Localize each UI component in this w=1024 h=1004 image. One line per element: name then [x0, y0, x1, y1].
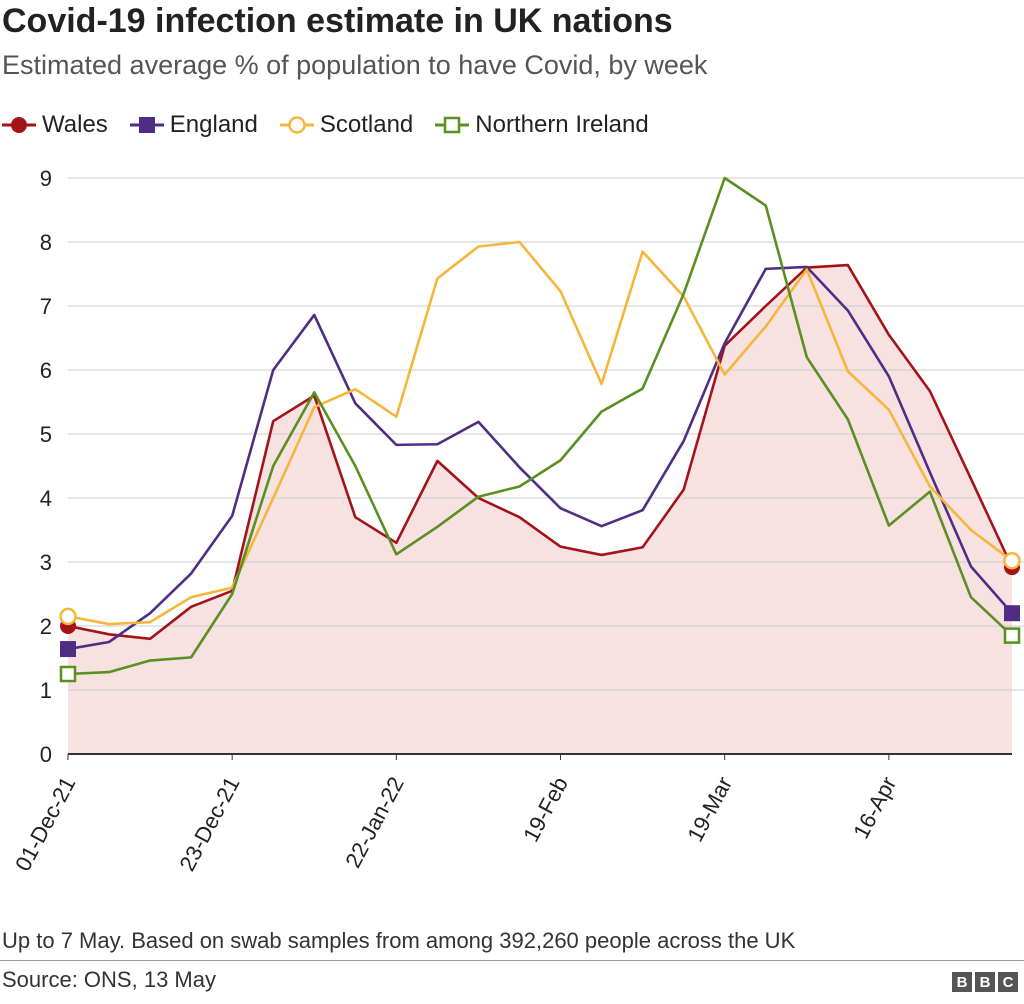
chart-legend: Wales England Scotland Northern Ireland [2, 110, 671, 140]
bbc-logo: B B C [949, 972, 1018, 992]
y-tick-label: 1 [40, 678, 52, 703]
series-line-wales [67, 263, 1014, 641]
marker-northern-ireland [1003, 627, 1021, 644]
logo-letter: B [952, 972, 972, 992]
y-tick-label: 7 [40, 294, 52, 319]
legend-label: Wales [42, 111, 108, 138]
series-line-northern-ireland [67, 176, 1013, 676]
y-tick-label: 4 [40, 486, 52, 511]
footer-divider [0, 960, 1024, 961]
legend-marker-circle-filled-icon [2, 117, 36, 133]
legend-item-england: England [129, 111, 258, 139]
x-tick-label: 22-Jan-22 [340, 773, 409, 872]
legend-marker-square-filled-icon [129, 117, 164, 133]
line-chart: 0 1 2 3 4 5 6 7 8 9 01-Dec-21 23-Dec-21 22-Jan-22 19-… [10, 166, 1024, 875]
legend-item-wales: Wales [2, 111, 108, 139]
series-line-scotland [67, 240, 1013, 626]
series-line-england [67, 265, 1013, 651]
y-tick-label: 2 [40, 614, 52, 639]
legend-label: England [169, 111, 258, 138]
legend-label: Scotland [319, 111, 414, 138]
x-tick-label: 23-Dec-21 [174, 773, 244, 875]
y-tick-label: 5 [40, 422, 52, 447]
y-tick-label: 3 [40, 550, 52, 575]
y-tick-label: 0 [40, 742, 52, 767]
chart-footnote: Up to 7 May. Based on swab samples from … [2, 928, 796, 953]
marker-scotland [59, 607, 77, 626]
logo-letter: B [975, 972, 995, 992]
legend-label: Northern Ireland [475, 111, 649, 138]
legend-marker-square-open-icon [435, 116, 470, 134]
legend-item-scotland: Scotland [279, 111, 414, 139]
chart-source: Source: ONS, 13 May [2, 967, 216, 992]
legend-marker-circle-open-icon [279, 116, 314, 134]
y-tick-label: 6 [40, 358, 52, 383]
x-tick-label: 19-Feb [518, 773, 573, 846]
chart-subtitle: Estimated average % of population to hav… [2, 50, 708, 80]
y-tick-label: 8 [40, 230, 52, 255]
x-tick-label: 01-Dec-21 [10, 773, 80, 875]
chart-title: Covid-19 infection estimate in UK nation… [2, 2, 673, 40]
y-tick-label: 9 [40, 166, 52, 191]
marker-scotland [1003, 551, 1021, 570]
marker-england [1004, 605, 1020, 622]
area-wales [68, 265, 1012, 754]
x-tick-label: 16-Apr [848, 773, 901, 843]
marker-northern-ireland [59, 665, 77, 683]
legend-item-northern-ireland: Northern Ireland [435, 111, 649, 139]
logo-letter: C [998, 972, 1018, 992]
marker-england [60, 641, 76, 658]
x-tick-label: 19-Mar [682, 773, 737, 846]
